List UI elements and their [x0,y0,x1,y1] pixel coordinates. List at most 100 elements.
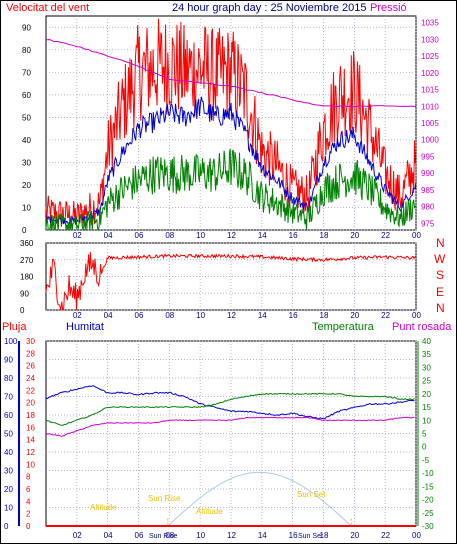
p3-rain-tick: 30 [26,337,35,346]
p1-ytick-left: 60 [22,91,31,100]
wind-direction-panel: 0 90 180 270 360 02 04 06 08 10 12 14 16 18 20 22 00 [20,239,421,320]
temperature-title: Temperatura [312,321,375,333]
p3-temp-tick: 40 [422,337,431,346]
p3-xtick: 22 [381,531,390,540]
p2-ytick: 360 [20,239,34,248]
wind-gust-series [45,18,416,228]
p3-humidity-tick: 100 [4,337,18,346]
p1-xtick: 04 [104,231,113,240]
humidity-temperature-panel: 0102030405060708090100024681012141618202… [4,337,434,540]
p1-xtick: 06 [135,231,144,240]
p3-temp-tick: -20 [422,496,434,505]
p2-xtick: 08 [165,311,174,320]
humidity-series [45,385,415,420]
p3-temp-tick: -15 [422,482,434,491]
p2-xtick: 20 [350,311,359,320]
p3-rain-tick: 10 [26,460,35,469]
sunset-marker-label: Sun Set [298,533,323,540]
compass-w: W [434,252,446,266]
p1-ytick-left: 90 [22,23,31,32]
wind-low-series [45,148,416,232]
p1-xtick: 08 [165,231,174,240]
p2-ytick: 90 [20,289,29,298]
p3-temp-tick: 5 [422,430,427,439]
p3-humidity-tick: 50 [4,430,13,439]
p1-ytick-left: 80 [22,46,31,55]
p3-rain-tick: 14 [26,436,35,445]
p2-xtick: 04 [104,311,113,320]
p3-xtick: 06 [135,531,144,540]
p3-rain-tick: 4 [26,497,31,506]
p3-temp-tick: 25 [422,377,431,386]
p1-xtick: 14 [258,231,267,240]
p3-xtick: 10 [196,531,205,540]
p1-xtick: 16 [289,231,298,240]
p1-ytick-right: 1010 [421,102,439,111]
dewpoint-title: Punt rosada [392,321,452,333]
p3-xtick: 08 [165,531,174,540]
p2-xtick: 22 [381,311,390,320]
temperature-series [45,392,415,426]
p3-rain-tick: 24 [26,374,35,383]
p2-ytick: 270 [20,256,34,265]
p1-ytick-right: 1020 [421,69,439,78]
p1-ytick-left: 20 [22,181,31,190]
compass-e: E [436,285,444,299]
humidity-title: Humitat [66,321,104,333]
p1-xtick: 20 [350,231,359,240]
p1-xtick: 10 [196,231,205,240]
p1-ytick-right: 1015 [421,86,439,95]
p3-rain-tick: 20 [26,399,35,408]
p3-temp-tick: 30 [422,363,431,372]
p1-frame [45,15,417,231]
p3-humidity-tick: 10 [4,504,13,513]
p3-rain-tick: 28 [26,349,35,358]
p3-humidity-tick: 30 [4,467,13,476]
p2-xtick: 18 [320,311,329,320]
compass-s: S [436,268,444,282]
p3-humidity-tick: 0 [4,522,9,531]
p3-humidity-tick: 80 [4,374,13,383]
p3-humidity-tick: 90 [4,356,13,365]
pressure-series [45,39,417,108]
p3-xtick: 20 [350,531,359,540]
wind-pressure-panel: 0102030405060708090975980985990995100010… [22,15,439,240]
p3-temp-tick: 10 [422,416,431,425]
p3-xtick: 00 [412,531,421,540]
p3-temp-tick: -25 [422,509,434,518]
p1-xtick: 02 [73,231,82,240]
p3-humidity-tick: 60 [4,411,13,420]
wind-direction-series [45,252,417,311]
p1-ytick-right: 1025 [421,52,439,61]
wind-average-series [45,96,417,227]
p1-ytick-right: 995 [421,152,435,161]
p1-ytick-right: 980 [421,203,435,212]
p3-rain-tick: 26 [26,362,35,371]
p2-xtick: 02 [73,311,82,320]
p1-ytick-left: 10 [22,203,31,212]
p3-temp-tick: -10 [422,469,434,478]
p1-ytick-left: 30 [22,158,31,167]
p3-humidity-tick: 20 [4,485,13,494]
altitude-label-left: Altitude [90,503,117,512]
p3-temp-tick: 15 [422,403,431,412]
pressure-title: Pressió [370,2,407,14]
p3-rain-tick: 18 [26,411,35,420]
p3-rain-tick: 8 [26,473,31,482]
p1-ytick-right: 1005 [421,119,439,128]
p2-xtick: 14 [258,311,267,320]
p1-xtick: 22 [381,231,390,240]
p2-xtick: 10 [196,311,205,320]
p2-xtick: 06 [135,311,144,320]
p1-ytick-right: 985 [421,186,435,195]
p3-xtick: 04 [104,531,113,540]
p1-ytick-left: 50 [22,113,31,122]
p3-rain-tick: 0 [26,522,31,531]
p3-xtick: 18 [320,531,329,540]
p3-temp-tick: 35 [422,350,431,359]
p2-xtick: 12 [227,311,236,320]
compass-n1: N [436,236,445,250]
dewpoint-series [45,416,415,437]
p3-humidity-tick: 40 [4,448,13,457]
p2-xtick: 16 [289,311,298,320]
